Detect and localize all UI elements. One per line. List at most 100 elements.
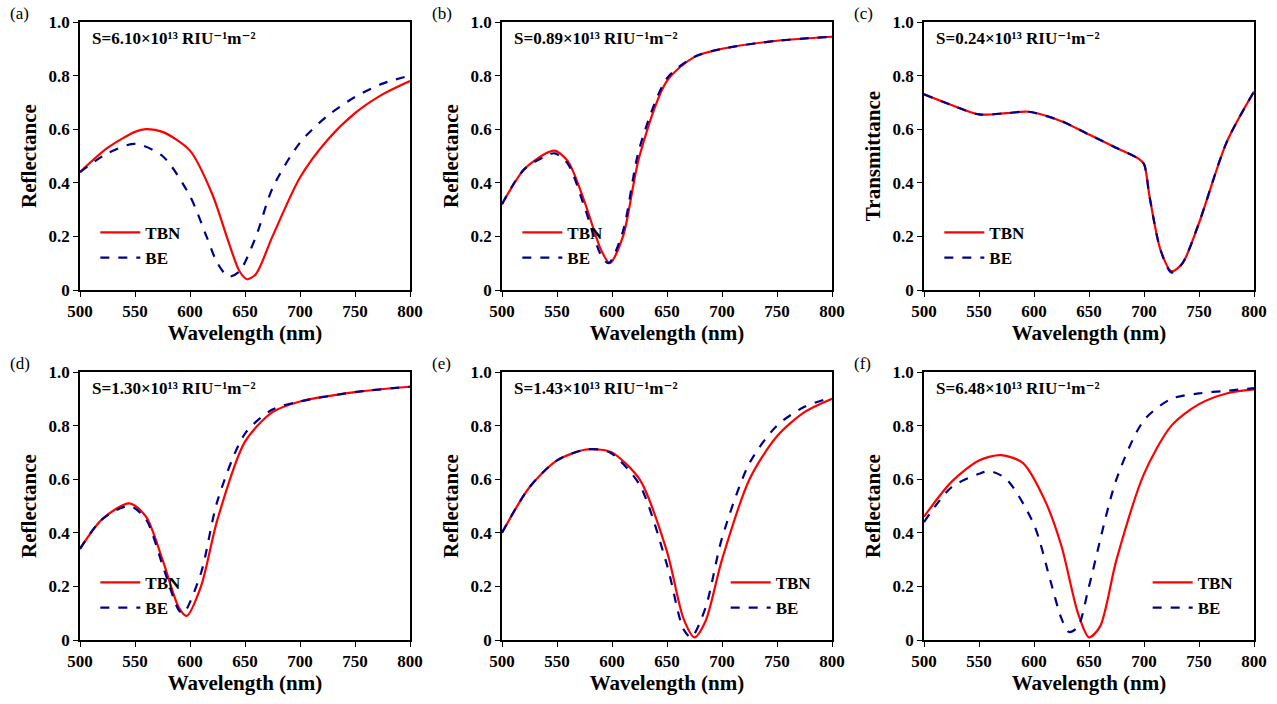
svg-text:1.0: 1.0 [893, 13, 914, 32]
svg-text:0.8: 0.8 [893, 417, 914, 436]
svg-text:750: 750 [764, 652, 790, 671]
svg-text:BE: BE [776, 599, 799, 618]
svg-text:600: 600 [177, 302, 203, 321]
svg-text:500: 500 [489, 302, 515, 321]
svg-text:S=0.89×10¹³ RIU⁻¹m⁻²: S=0.89×10¹³ RIU⁻¹m⁻² [514, 29, 678, 48]
svg-text:0.4: 0.4 [471, 524, 493, 543]
svg-text:0: 0 [483, 631, 492, 650]
svg-text:650: 650 [1076, 652, 1102, 671]
svg-text:600: 600 [1021, 652, 1047, 671]
svg-text:S=1.30×10¹³ RIU⁻¹m⁻²: S=1.30×10¹³ RIU⁻¹m⁻² [92, 379, 256, 398]
svg-text:S=6.10×10¹³ RIU⁻¹m⁻²: S=6.10×10¹³ RIU⁻¹m⁻² [92, 29, 256, 48]
svg-text:Reflectance: Reflectance [439, 104, 463, 208]
svg-text:TBN: TBN [989, 224, 1025, 243]
svg-text:0.2: 0.2 [471, 577, 492, 596]
svg-text:0.2: 0.2 [49, 577, 70, 596]
svg-text:650: 650 [232, 652, 258, 671]
svg-text:0.2: 0.2 [893, 577, 914, 596]
svg-text:(b): (b) [432, 4, 452, 23]
svg-text:Wavelength (nm): Wavelength (nm) [1012, 671, 1167, 695]
svg-text:TBN: TBN [776, 574, 812, 593]
svg-text:0.6: 0.6 [893, 120, 914, 139]
svg-text:600: 600 [1021, 302, 1047, 321]
svg-text:0: 0 [61, 631, 70, 650]
svg-text:0.2: 0.2 [49, 227, 70, 246]
svg-text:0.6: 0.6 [49, 470, 70, 489]
svg-text:1.0: 1.0 [471, 13, 492, 32]
svg-text:0: 0 [483, 281, 492, 300]
svg-text:0.4: 0.4 [471, 174, 493, 193]
svg-text:BE: BE [145, 249, 168, 268]
svg-text:500: 500 [911, 302, 937, 321]
svg-text:0.4: 0.4 [893, 524, 915, 543]
svg-text:800: 800 [397, 302, 423, 321]
svg-text:1.0: 1.0 [893, 363, 914, 382]
svg-text:500: 500 [67, 652, 93, 671]
svg-text:600: 600 [177, 652, 203, 671]
svg-text:650: 650 [1076, 302, 1102, 321]
svg-text:0.6: 0.6 [471, 120, 492, 139]
svg-text:0.8: 0.8 [893, 67, 914, 86]
svg-text:700: 700 [287, 652, 313, 671]
svg-text:0.6: 0.6 [471, 470, 492, 489]
svg-text:800: 800 [1241, 652, 1267, 671]
svg-text:1.0: 1.0 [49, 363, 70, 382]
svg-text:Wavelength (nm): Wavelength (nm) [168, 671, 323, 695]
svg-text:650: 650 [654, 302, 680, 321]
svg-text:0.8: 0.8 [49, 417, 70, 436]
svg-text:Reflectance: Reflectance [17, 104, 41, 208]
svg-text:0.4: 0.4 [49, 524, 71, 543]
svg-text:TBN: TBN [567, 224, 603, 243]
svg-text:700: 700 [1131, 652, 1157, 671]
svg-text:0.8: 0.8 [471, 67, 492, 86]
svg-text:S=0.24×10¹³ RIU⁻¹m⁻²: S=0.24×10¹³ RIU⁻¹m⁻² [936, 29, 1100, 48]
svg-text:(d): (d) [10, 354, 30, 373]
svg-text:(e): (e) [432, 354, 451, 373]
svg-text:550: 550 [122, 302, 148, 321]
svg-text:(a): (a) [10, 4, 29, 23]
svg-text:500: 500 [67, 302, 93, 321]
svg-text:650: 650 [232, 302, 258, 321]
svg-text:BE: BE [1198, 599, 1221, 618]
svg-text:S=1.43×10¹³ RIU⁻¹m⁻²: S=1.43×10¹³ RIU⁻¹m⁻² [514, 379, 678, 398]
svg-text:0: 0 [905, 281, 914, 300]
svg-text:700: 700 [709, 302, 735, 321]
svg-text:(f): (f) [854, 354, 871, 373]
svg-text:800: 800 [819, 302, 845, 321]
svg-text:750: 750 [342, 302, 368, 321]
svg-text:0: 0 [61, 281, 70, 300]
svg-text:Wavelength (nm): Wavelength (nm) [1012, 321, 1167, 345]
svg-text:0.8: 0.8 [471, 417, 492, 436]
svg-text:(c): (c) [854, 4, 873, 23]
svg-text:Reflectance: Reflectance [861, 454, 885, 558]
svg-text:750: 750 [764, 302, 790, 321]
svg-text:700: 700 [287, 302, 313, 321]
svg-text:S=6.48×10¹³ RIU⁻¹m⁻²: S=6.48×10¹³ RIU⁻¹m⁻² [936, 379, 1100, 398]
svg-text:Wavelength (nm): Wavelength (nm) [168, 321, 323, 345]
svg-text:1.0: 1.0 [49, 13, 70, 32]
svg-text:BE: BE [145, 599, 168, 618]
svg-text:750: 750 [1186, 302, 1212, 321]
svg-text:750: 750 [1186, 652, 1212, 671]
svg-text:0.6: 0.6 [893, 470, 914, 489]
svg-text:700: 700 [1131, 302, 1157, 321]
svg-text:0: 0 [905, 631, 914, 650]
svg-text:800: 800 [819, 652, 845, 671]
svg-text:0.2: 0.2 [893, 227, 914, 246]
svg-text:0.8: 0.8 [49, 67, 70, 86]
svg-text:Reflectance: Reflectance [439, 454, 463, 558]
svg-text:550: 550 [966, 652, 992, 671]
svg-text:800: 800 [397, 652, 423, 671]
svg-text:550: 550 [544, 652, 570, 671]
svg-text:550: 550 [966, 302, 992, 321]
svg-text:TBN: TBN [145, 224, 181, 243]
svg-text:0.6: 0.6 [49, 120, 70, 139]
svg-text:TBN: TBN [1198, 574, 1234, 593]
svg-text:650: 650 [654, 652, 680, 671]
svg-text:BE: BE [567, 249, 590, 268]
svg-text:Wavelength (nm): Wavelength (nm) [590, 321, 745, 345]
svg-text:Wavelength (nm): Wavelength (nm) [590, 671, 745, 695]
svg-text:1.0: 1.0 [471, 363, 492, 382]
svg-text:0.4: 0.4 [893, 174, 915, 193]
svg-text:BE: BE [989, 249, 1012, 268]
